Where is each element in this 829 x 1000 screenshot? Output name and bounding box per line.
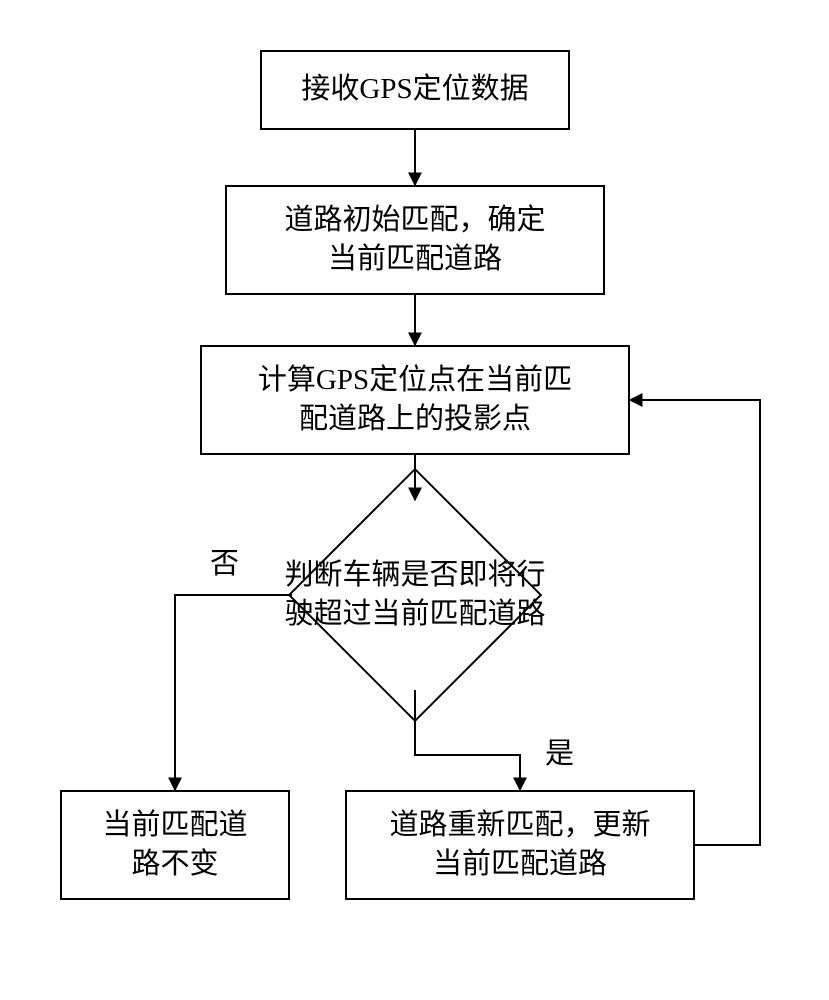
edge-label-no: 否 (210, 540, 239, 582)
node-decision-text: 判断车辆是否即将行驶超过当前匹配道路 (220, 530, 610, 660)
node-label: 道路初始匹配，确定当前匹配道路 (284, 201, 545, 279)
node-initial-match: 道路初始匹配，确定当前匹配道路 (225, 185, 605, 295)
label-text: 是 (545, 738, 574, 770)
node-rematch: 道路重新匹配，更新当前匹配道路 (345, 790, 695, 900)
node-calc-projection: 计算GPS定位点在当前匹配道路上的投影点 (200, 345, 630, 455)
node-label: 道路重新匹配，更新当前匹配道路 (389, 806, 650, 884)
node-receive-gps: 接收GPS定位数据 (260, 50, 570, 130)
flowchart-canvas: 接收GPS定位数据 道路初始匹配，确定当前匹配道路 计算GPS定位点在当前匹配道… (0, 0, 829, 1000)
node-label: 接收GPS定位数据 (301, 70, 528, 109)
node-label: 判断车辆是否即将行驶超过当前匹配道路 (284, 556, 545, 634)
node-label: 当前匹配道路不变 (102, 806, 247, 884)
node-keep-road: 当前匹配道路不变 (60, 790, 290, 900)
label-text: 否 (210, 548, 239, 580)
node-label: 计算GPS定位点在当前匹配道路上的投影点 (258, 361, 572, 439)
edge-label-yes: 是 (545, 730, 574, 772)
edge-e6 (630, 400, 760, 845)
